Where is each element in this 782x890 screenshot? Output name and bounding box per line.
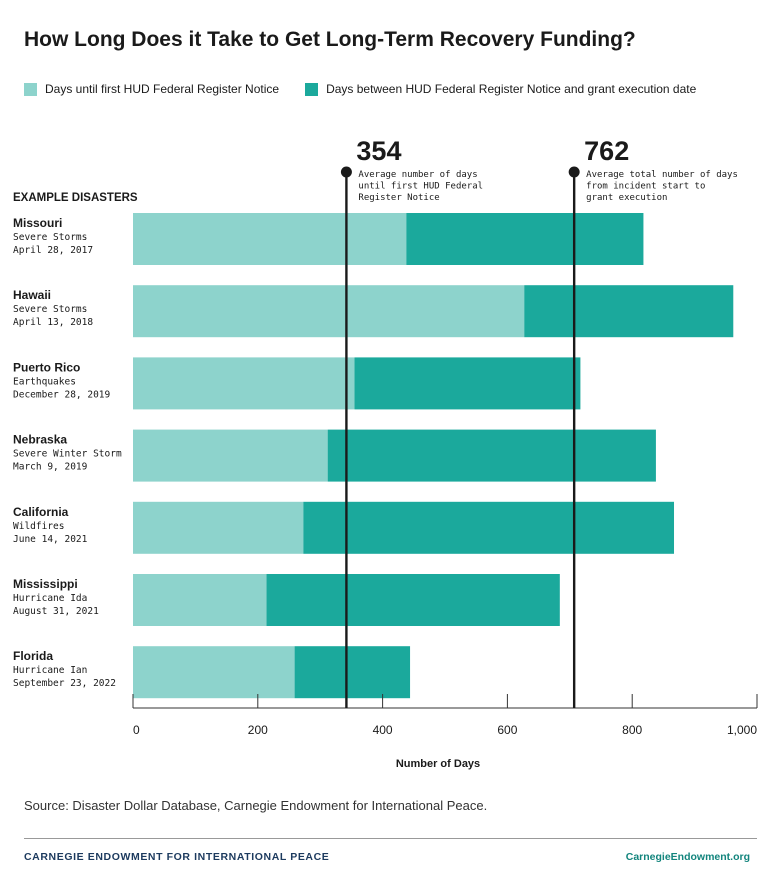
category-event: Hurricane Ian: [13, 665, 87, 676]
bar-segment-first-notice: [133, 429, 328, 482]
bar-segment-first-notice: [133, 357, 355, 410]
bar-segment-to-execution: [406, 213, 644, 265]
category-date: August 31, 2021: [13, 606, 99, 617]
bar-segment-first-notice: [133, 574, 267, 626]
reference-note: from incident start to: [586, 182, 705, 192]
x-tick-label: 1,000: [727, 723, 757, 737]
legend-label-to-execution: Days between HUD Federal Register Notice…: [326, 82, 697, 96]
category-event: Wildfires: [13, 521, 64, 532]
bar-segment-to-execution: [524, 285, 734, 338]
category-event: Hurricane Ida: [13, 593, 87, 604]
legend-swatch-light: [24, 82, 37, 96]
x-tick-label: 200: [248, 723, 268, 737]
x-tick-label: 600: [497, 723, 517, 737]
reference-note: until first HUD Federal: [358, 182, 483, 192]
footer-website-link[interactable]: CarnegieEndowment.org: [625, 851, 750, 863]
footer-organization: CARNEGIE ENDOWMENT FOR INTERNATIONAL PEA…: [24, 851, 330, 863]
category-name: California: [13, 505, 69, 519]
legend-item-to-execution: Days between HUD Federal Register Notice…: [305, 82, 696, 96]
reference-note: grant execution: [586, 193, 667, 203]
category-date: December 28, 2019: [13, 389, 111, 400]
category-name: Nebraska: [13, 433, 67, 447]
category-event: Earthquakes: [13, 376, 76, 387]
footer-divider: [24, 838, 757, 839]
category-name: Missouri: [13, 216, 62, 230]
category-date: April 28, 2017: [13, 245, 93, 256]
bar-segment-to-execution: [354, 357, 581, 410]
bar-segment-to-execution: [303, 501, 675, 554]
bar-segment-to-execution: [327, 429, 656, 482]
stacked-bar-chart: EXAMPLE DISASTERS Missouri Severe Storms Ap…: [13, 136, 758, 770]
legend-item-first-notice: Days until first HUD Federal Register No…: [24, 82, 279, 96]
category-name: Puerto Rico: [13, 360, 80, 374]
category-date: April 13, 2018: [13, 317, 93, 328]
bar-segment-first-notice: [133, 213, 407, 265]
bar-segment-to-execution: [266, 574, 560, 626]
category-event: Severe Storms: [13, 232, 87, 243]
category-date: September 23, 2022: [13, 678, 116, 689]
reference-marker: [340, 166, 352, 178]
category-event: Severe Storms: [13, 304, 87, 315]
reference-note: Average number of days: [358, 170, 477, 180]
bar-segment-first-notice: [133, 646, 295, 699]
reference-note: Register Notice: [358, 193, 439, 203]
reference-marker: [568, 166, 580, 178]
category-name: Florida: [13, 649, 53, 663]
reference-value: 762: [584, 136, 629, 166]
category-date: March 9, 2019: [13, 462, 88, 473]
category-date: June 14, 2021: [13, 534, 88, 545]
category-event: Severe Winter Storm: [13, 449, 122, 460]
legend: Days until first HUD Federal Register No…: [24, 82, 722, 96]
x-tick-label: 400: [373, 723, 393, 737]
category-name: Mississippi: [13, 577, 78, 591]
legend-swatch-dark: [305, 82, 319, 96]
group-heading: EXAMPLE DISASTERS: [13, 192, 138, 204]
bar-segment-first-notice: [133, 285, 525, 338]
x-tick-label: 800: [622, 723, 642, 737]
category-name: Hawaii: [13, 288, 51, 302]
bar-segment-first-notice: [133, 501, 304, 554]
source-note: Source: Disaster Dollar Database, Carneg…: [24, 798, 488, 813]
reference-value: 354: [356, 136, 401, 166]
legend-label-first-notice: Days until first HUD Federal Register No…: [45, 82, 280, 96]
x-tick-label: 0: [133, 723, 140, 737]
bar-segment-to-execution: [294, 646, 411, 699]
chart-title: How Long Does it Take to Get Long-Term R…: [24, 28, 636, 51]
x-axis-title: Number of Days: [396, 758, 480, 770]
reference-note: Average total number of days: [586, 170, 738, 180]
